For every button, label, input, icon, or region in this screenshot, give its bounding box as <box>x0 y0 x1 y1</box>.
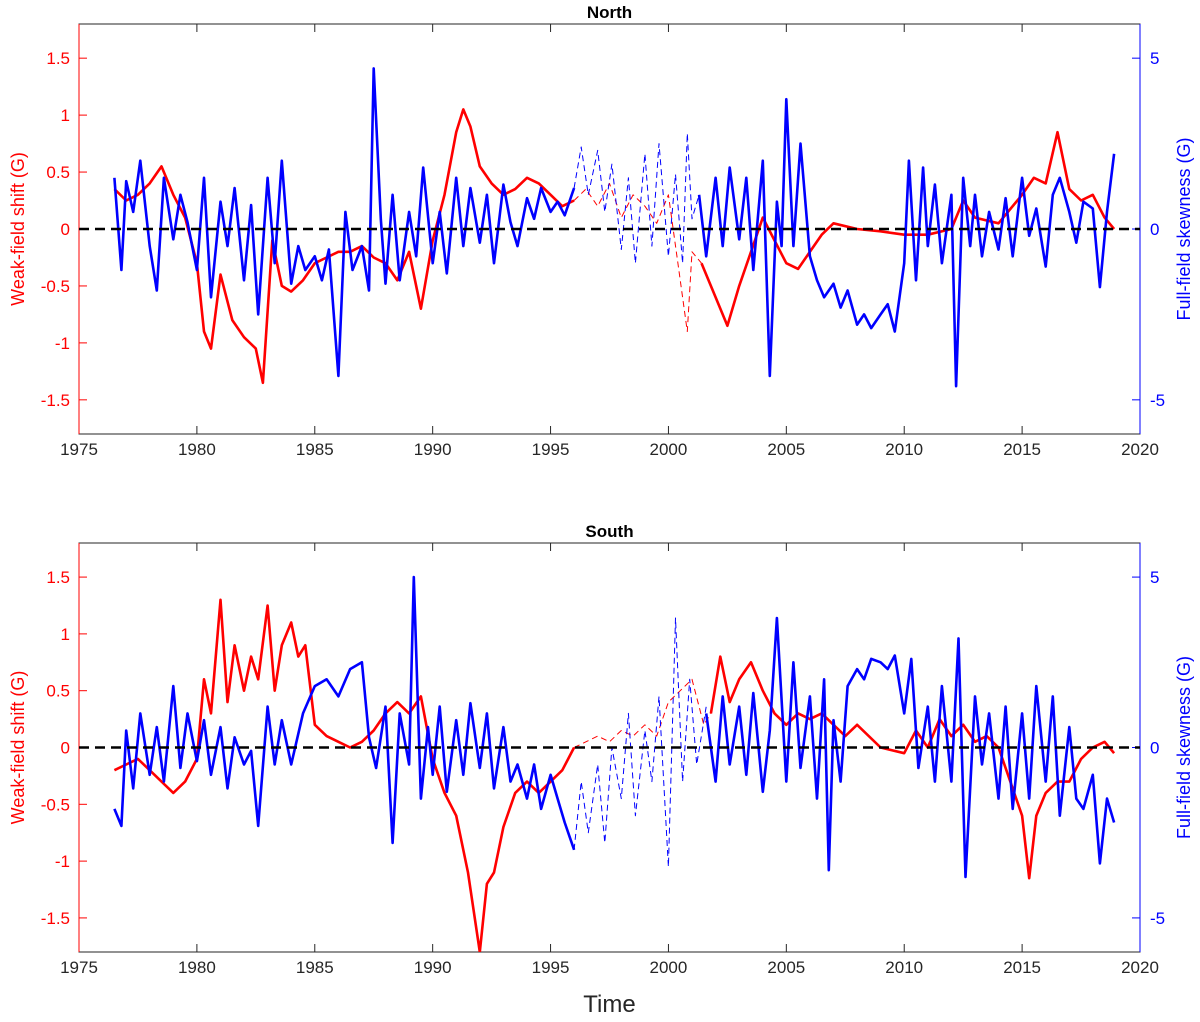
weak-field-shift-series-dashed <box>573 678 712 748</box>
x-tick-label: 2020 <box>1121 440 1159 459</box>
chart-title: South <box>585 522 633 541</box>
y-left-tick-label: 1.5 <box>46 568 70 587</box>
full-field-skewness-series-solid <box>113 67 576 378</box>
x-tick-label: 2010 <box>885 958 923 977</box>
y-left-tick-label: 0 <box>61 739 70 758</box>
x-tick-label: 1995 <box>532 440 570 459</box>
chart-panel-south: South 1975 1980 1985 1990 1995 2000 2005 2010 201… <box>8 522 1194 1018</box>
x-tick-label: 1985 <box>296 440 334 459</box>
y-right-tick-label: 0 <box>1150 739 1159 758</box>
y-left-tick-label: 1.5 <box>46 49 70 68</box>
x-tick-label: 2015 <box>1003 440 1041 459</box>
x-axis-label: Time <box>583 991 635 1018</box>
y-left-axis-label: Weak-field shift (G) <box>8 671 28 825</box>
y-left-tick-label: -1 <box>55 334 70 353</box>
y-right-tick-label: 0 <box>1150 220 1159 239</box>
y-right-tick-label: 5 <box>1150 568 1159 587</box>
x-tick-label: 1990 <box>414 440 452 459</box>
y-right-axis-label: Full-field skewness (G) <box>1174 656 1194 839</box>
full-field-skewness-series-solid <box>704 616 1116 879</box>
x-tick-label: 2005 <box>767 958 805 977</box>
x-tick-label: 1985 <box>296 958 334 977</box>
y-left-tick-label: -0.5 <box>41 277 70 296</box>
y-left-tick-label: 0.5 <box>46 163 70 182</box>
x-tick-label: 2005 <box>767 440 805 459</box>
y-right-axis-label: Full-field skewness (G) <box>1174 137 1194 320</box>
series-group <box>113 575 1116 952</box>
y-left-tick-label: -1.5 <box>41 391 70 410</box>
x-tick-label: 2015 <box>1003 958 1041 977</box>
series-group <box>113 67 1116 388</box>
y-left-tick-label: -1 <box>55 852 70 871</box>
x-tick-label: 2000 <box>650 440 688 459</box>
y-left-tick-label: 0.5 <box>46 682 70 701</box>
y-left-tick-label: -1.5 <box>41 909 70 928</box>
x-tick-label: 2020 <box>1121 958 1159 977</box>
full-field-skewness-series-dashed <box>573 617 707 868</box>
x-tick-label: 1975 <box>60 440 98 459</box>
x-tick-label: 1990 <box>414 958 452 977</box>
full-field-skewness-series-solid <box>113 575 576 851</box>
x-tick-label: 2010 <box>885 440 923 459</box>
x-tick-label: 1975 <box>60 958 98 977</box>
x-tick-label: 1980 <box>178 958 216 977</box>
y-right-tick-label: 5 <box>1150 49 1159 68</box>
weak-field-shift-series-solid <box>113 598 576 952</box>
full-field-skewness-series-dashed <box>573 132 700 264</box>
y-right-tick-label: -5 <box>1150 909 1165 928</box>
y-left-axis-label: Weak-field shift (G) <box>8 152 28 306</box>
weak-field-shift-series-dashed <box>573 182 702 332</box>
chart-title: North <box>587 3 632 22</box>
y-right-tick-label: -5 <box>1150 391 1165 410</box>
x-tick-label: 2000 <box>650 958 688 977</box>
full-field-skewness-series-solid <box>697 97 1116 388</box>
chart-panel-north: North 1975 1980 1985 1990 1995 2000 2005 2010 201… <box>8 3 1194 459</box>
y-left-tick-label: 1 <box>61 625 70 644</box>
y-left-tick-label: 1 <box>61 106 70 125</box>
y-left-tick-label: 0 <box>61 220 70 239</box>
x-tick-label: 1980 <box>178 440 216 459</box>
x-tick-label: 1995 <box>532 958 570 977</box>
y-left-tick-label: -0.5 <box>41 795 70 814</box>
